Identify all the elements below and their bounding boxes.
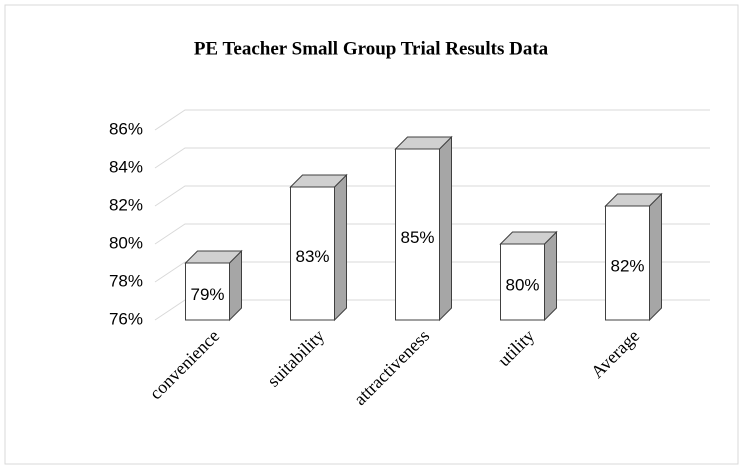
y-tick-label: 76% [109,309,143,328]
bar [605,205,650,321]
value-label: 83% [295,247,329,266]
value-label: 80% [505,275,539,294]
value-label: 85% [400,228,434,247]
y-tick-label: 80% [109,233,143,252]
bar [395,148,440,321]
grid-line [154,109,710,131]
bar [290,186,335,321]
y-tick-label: 84% [109,157,143,176]
y-tick-label: 86% [109,119,143,138]
bar [185,262,230,321]
grid-line [154,185,710,207]
chart-title: PE Teacher Small Group Trial Results Dat… [194,38,549,59]
grid-line [154,147,710,169]
bar [500,243,545,321]
grid-line [154,223,710,245]
bar-side [439,135,452,322]
y-tick-label: 78% [109,271,143,290]
y-tick-label: 82% [109,195,143,214]
bar-side [544,230,557,322]
bar-side [649,192,662,322]
value-label: 79% [190,285,224,304]
value-label: 82% [610,256,644,275]
bar-side [334,173,347,322]
